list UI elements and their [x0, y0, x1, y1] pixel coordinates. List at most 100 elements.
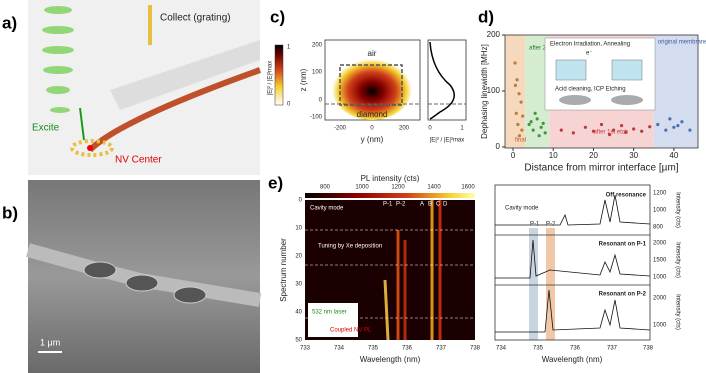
y-tick-label: 1200: [653, 191, 667, 197]
region-label: after 1st etch: [593, 130, 628, 136]
x-tick-label: -200: [334, 126, 347, 132]
peak-label: P-2: [396, 202, 406, 208]
colorbar-tick: 800: [320, 185, 331, 191]
sem-ring: [173, 286, 207, 304]
x-tick-label: 200: [399, 126, 410, 132]
region-label: air: [368, 49, 377, 58]
point: [531, 128, 535, 132]
inset-label: e⁻: [586, 51, 593, 57]
y-tick-label: 1000: [653, 208, 667, 214]
colorbar-tick: 1600: [461, 185, 475, 191]
annotation: 532 nm laser: [312, 310, 347, 316]
y-axis-label: Intensity (cts): [674, 242, 680, 278]
y-axis-label: Dephasing linewidth [MHz]: [480, 44, 489, 139]
x-tick-label: 0: [511, 151, 516, 160]
y-axis-label: Intensity (cts): [674, 192, 680, 228]
point: [516, 122, 520, 127]
point: [519, 100, 523, 104]
band-label: P-2: [546, 222, 556, 228]
spectra-frame: [494, 184, 651, 341]
x-tick-label: 734: [334, 346, 345, 352]
x-tick-label: 40: [669, 151, 678, 160]
panel-label: a): [2, 13, 17, 32]
point: [517, 92, 521, 96]
x-axis-label: Distance from mirror interface [µm]: [524, 163, 678, 174]
spectrum: [495, 289, 651, 333]
panel-label: b): [2, 203, 18, 222]
point: [559, 128, 563, 132]
x-tick-label: 738: [643, 346, 654, 352]
point: [599, 122, 604, 127]
y-tick-label: 30: [295, 282, 302, 288]
band: [546, 228, 555, 340]
y-tick-label: 100: [487, 86, 501, 95]
point: [537, 134, 541, 138]
y-axis-label: z (nm): [299, 68, 308, 91]
sem-ring: [125, 274, 159, 292]
plot-frame: [504, 34, 699, 149]
point: [514, 111, 518, 115]
x-tick-label: 10: [549, 151, 558, 160]
x-tick-label: 738: [470, 346, 481, 352]
y-tick-label: 100: [312, 70, 323, 76]
point: [607, 132, 612, 137]
panel-a: a) Collect (grating) Excite NV Center: [2, 0, 262, 175]
colorbar-tick: 0: [287, 102, 291, 108]
point: [571, 131, 575, 135]
point: [680, 120, 684, 124]
annotation: Cavity mode: [310, 206, 344, 212]
membrane: [110, 40, 260, 110]
point: [527, 122, 531, 127]
point: [664, 128, 668, 132]
y-tick-label: -100: [310, 115, 323, 121]
point: [513, 83, 518, 87]
excite-arrow: [79, 107, 85, 141]
region-label: diamond: [357, 110, 388, 119]
point: [515, 78, 519, 82]
point: [533, 111, 537, 115]
diamond-outline: [339, 64, 403, 106]
annotation: Coupled NV PL: [330, 328, 372, 334]
point: [624, 130, 628, 134]
inset-label: Acid cleaning, ICP Etching: [555, 87, 626, 93]
x-tick-label: 734: [496, 346, 507, 352]
x-axis-label: Wavelength (nm): [542, 355, 603, 364]
annotation: Collect (grating): [160, 13, 231, 24]
beam: [42, 6, 74, 113]
spectrum: [495, 194, 651, 226]
point: [541, 121, 545, 125]
peak-label: P-1: [383, 202, 393, 208]
point: [688, 128, 692, 132]
y-tick-label: 0: [299, 198, 303, 204]
colorbar-title: PL intensity (cts): [361, 174, 420, 183]
annotation: NV Center: [115, 155, 162, 166]
point: [640, 129, 644, 133]
x-tick-label: 735: [533, 346, 544, 352]
colorbar-tick: 1400: [427, 185, 441, 191]
colorbar-tick: 1200: [391, 185, 405, 191]
sem-ring: [83, 261, 117, 279]
x-axis-label: |E|² / |E|²max: [430, 138, 465, 144]
panel-label: d): [478, 7, 494, 26]
y-axis-label: Spectrum number: [279, 238, 288, 302]
collect-beam: [148, 5, 152, 45]
point: [535, 117, 539, 121]
y-axis-label: Intensity (cts): [674, 294, 680, 330]
colorbar: [274, 44, 284, 106]
band: [529, 228, 538, 340]
y-tick-label: 200: [487, 30, 501, 39]
point: [513, 61, 517, 65]
region-label: original membrane thickness: [658, 40, 706, 46]
y-tick-label: 2000: [653, 241, 667, 247]
x-tick-label: 736: [402, 346, 413, 352]
x-axis-label: y (nm): [361, 135, 384, 144]
profile-curve: [429, 41, 455, 120]
colorbar-tick: 1: [287, 45, 291, 51]
panel-label: e): [268, 173, 283, 192]
annotation: Tuning by Xe deposition: [318, 244, 382, 250]
colorbar: [305, 193, 475, 198]
spectrum-title: Off resonance: [606, 193, 647, 199]
region: [653, 35, 698, 148]
inset-diamond: [555, 59, 587, 81]
